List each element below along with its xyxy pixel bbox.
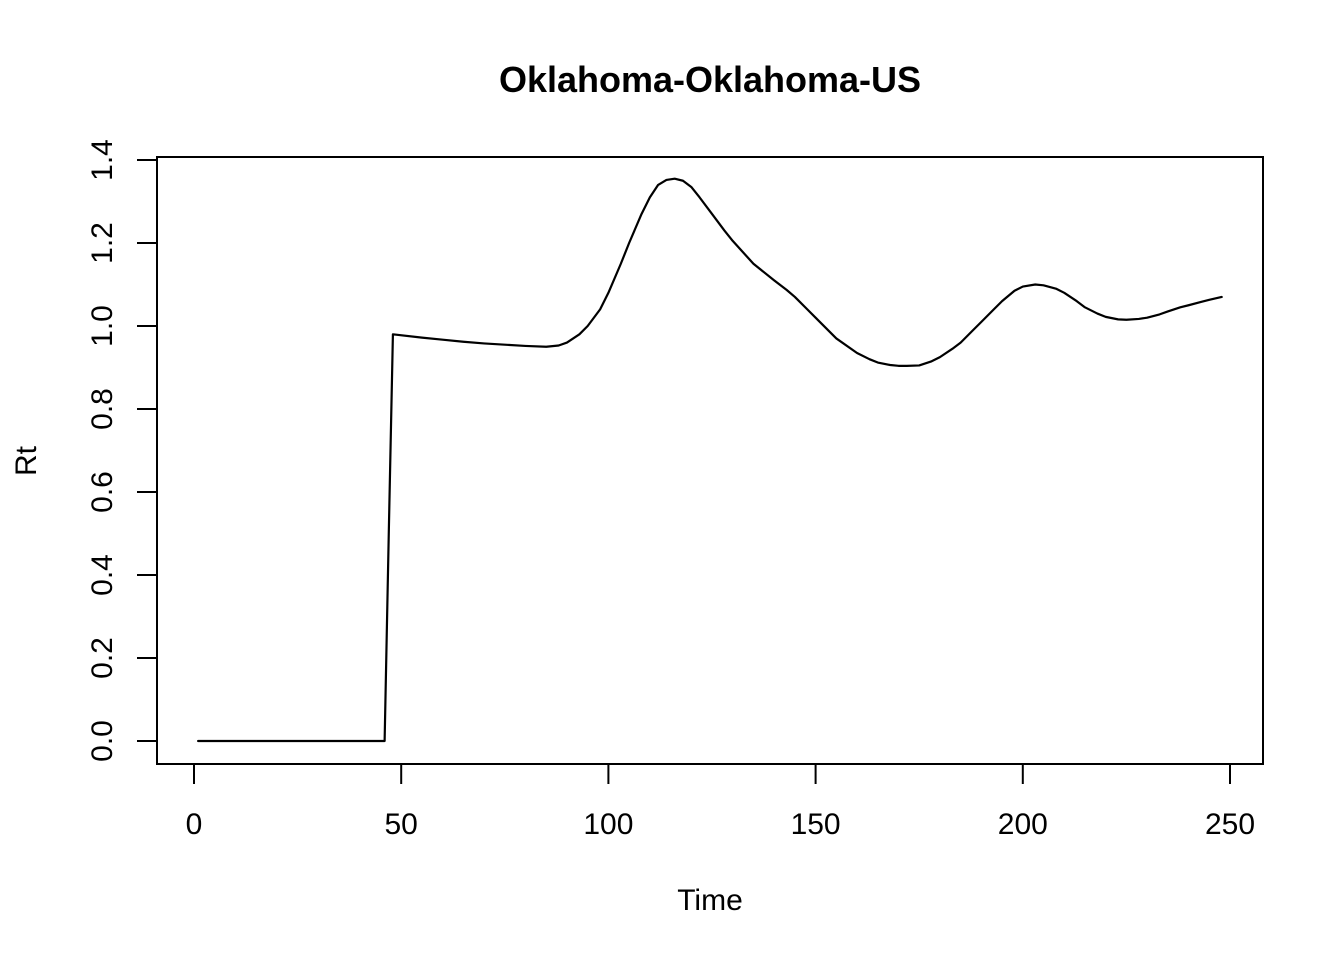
y-axis-label: Rt [10, 445, 43, 476]
x-tick-label: 200 [998, 808, 1048, 841]
plot-frame [156, 156, 1264, 765]
chart-title: Oklahoma-Oklahoma-US [499, 59, 921, 100]
y-axis: 0.0 0.2 0.4 0.6 0.8 1.0 1.2 1.4 [86, 139, 158, 762]
x-axis-label: Time [677, 884, 743, 917]
x-tick-label: 50 [385, 808, 418, 841]
x-tick-label: 150 [791, 808, 841, 841]
x-tick-label: 250 [1205, 808, 1255, 841]
y-tick-label: 0.4 [86, 554, 119, 596]
x-tick-label: 100 [583, 808, 633, 841]
y-tick-label: 1.4 [86, 139, 119, 181]
y-tick-label: 0.2 [86, 637, 119, 679]
x-axis: 0 50 100 150 200 250 [186, 763, 1255, 841]
series-layer [197, 177, 1223, 743]
series-line [197, 177, 1223, 743]
y-tick-label: 0.0 [86, 720, 119, 762]
y-tick-label: 1.0 [86, 305, 119, 347]
y-tick-label: 0.8 [86, 388, 119, 430]
x-tick-label: 0 [186, 808, 203, 841]
y-tick-label: 0.6 [86, 471, 119, 513]
y-tick-label: 1.2 [86, 222, 119, 264]
